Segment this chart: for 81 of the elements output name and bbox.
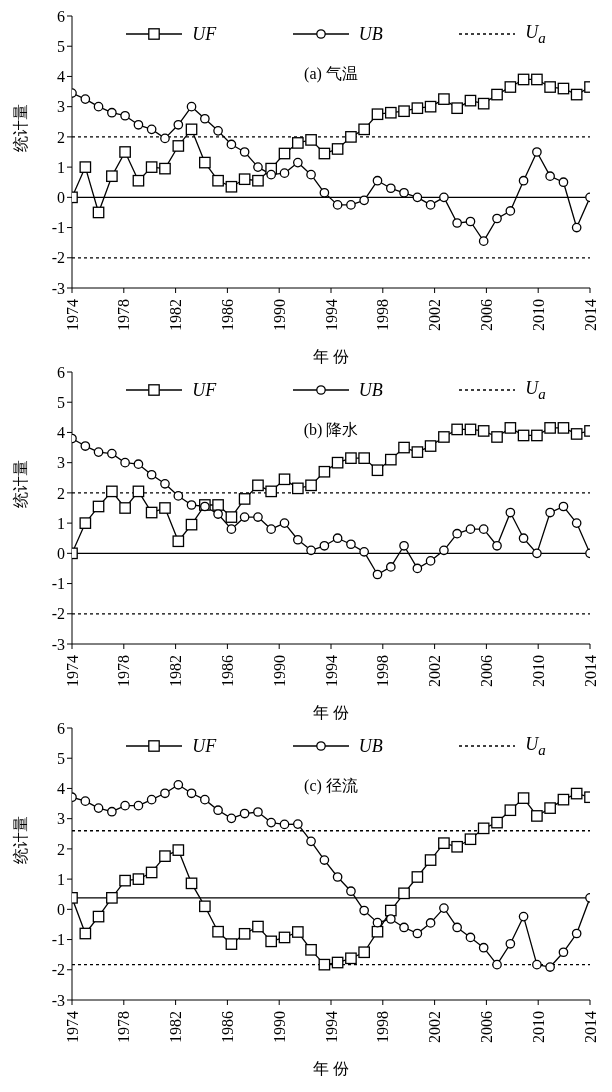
- x-tick-label: 2014: [581, 299, 599, 331]
- legend-label: UB: [358, 23, 383, 45]
- text: (a) 气温: [303, 64, 359, 85]
- legend-label: UB: [358, 735, 383, 757]
- x-tick-label: 1974: [63, 1011, 81, 1043]
- x-tick-label: 2014: [581, 655, 599, 687]
- x-axis-title: 年 份: [313, 348, 349, 365]
- x-tick-label: 1982: [167, 655, 185, 687]
- x-tick-label: 1978: [115, 299, 133, 331]
- text: (b) 降水: [302, 420, 360, 441]
- y-tick-label: -2: [51, 961, 65, 979]
- x-tick-label: 1982: [167, 1011, 185, 1043]
- x-tick-label: 1998: [374, 655, 392, 687]
- y-tick-label: 1: [57, 870, 65, 888]
- y-tick-label: -3: [51, 635, 65, 653]
- y-tick-label: 5: [57, 37, 65, 55]
- y-tick-label: 4: [57, 780, 65, 798]
- y-tick-label: 1: [57, 158, 65, 176]
- x-axis-title: 年 份: [313, 704, 349, 721]
- y-tick-label: 2: [57, 128, 65, 146]
- x-tick-label: 1982: [167, 299, 185, 331]
- x-tick-label: 2010: [529, 655, 547, 687]
- y-tick-label: 0: [57, 901, 65, 919]
- y-tick-label: 2: [57, 484, 65, 502]
- y-tick-label: 3: [57, 810, 65, 828]
- y-tick-label: 3: [57, 454, 65, 472]
- x-tick-label: 2014: [581, 1011, 599, 1043]
- x-tick-label: 2002: [426, 299, 444, 331]
- y-tick-label: -3: [51, 279, 65, 297]
- x-tick-label: 2006: [477, 655, 495, 687]
- x-tick-label: 1994: [322, 299, 340, 331]
- x-tick-label: 2006: [477, 1011, 495, 1043]
- x-tick-label: 1994: [322, 655, 340, 687]
- y-tick-label: 6: [57, 7, 65, 25]
- y-axis-title: 统计量: [11, 816, 29, 864]
- x-tick-label: 1998: [374, 299, 392, 331]
- x-tick-label: 1978: [115, 655, 133, 687]
- y-tick-label: 4: [57, 424, 65, 442]
- y-tick-label: 1: [57, 514, 65, 532]
- x-tick-label: 1994: [322, 1011, 340, 1043]
- x-tick-label: 1990: [270, 1011, 288, 1043]
- y-tick-label: 2: [57, 840, 65, 858]
- y-tick-label: -3: [51, 991, 65, 1009]
- legend-label: U$_{a}$: [525, 734, 546, 759]
- x-tick-label: 1998: [374, 1011, 392, 1043]
- y-tick-label: -2: [51, 605, 65, 623]
- x-tick-label: 2010: [529, 1011, 547, 1043]
- x-tick-label: 2006: [477, 299, 495, 331]
- x-tick-label: 2002: [426, 655, 444, 687]
- text: (c) 径流: [303, 776, 359, 797]
- legend-label: UB: [358, 379, 383, 401]
- y-tick-label: -1: [51, 219, 65, 237]
- x-tick-label: 1986: [218, 655, 236, 687]
- y-tick-label: 6: [57, 719, 65, 737]
- y-axis-title: 统计量: [11, 460, 29, 508]
- x-tick-label: 1974: [63, 299, 81, 331]
- y-tick-label: -2: [51, 249, 65, 267]
- y-tick-label: -1: [51, 931, 65, 949]
- x-tick-label: 1978: [115, 1011, 133, 1043]
- y-tick-label: 5: [57, 393, 65, 411]
- legend-label: UF: [192, 379, 217, 401]
- y-tick-label: 4: [57, 68, 65, 86]
- x-axis-title: 年 份: [313, 1060, 349, 1077]
- y-tick-label: 5: [57, 749, 65, 767]
- y-tick-label: 0: [57, 189, 65, 207]
- y-axis-title: 统计量: [11, 104, 29, 152]
- x-tick-label: 2002: [426, 1011, 444, 1043]
- x-tick-label: 1990: [270, 655, 288, 687]
- x-tick-label: 1986: [218, 299, 236, 331]
- y-tick-label: 0: [57, 545, 65, 563]
- legend-label: U$_{a}$: [525, 378, 546, 403]
- legend-label: UF: [192, 23, 217, 45]
- legend-label: UF: [192, 735, 217, 757]
- x-tick-label: 1986: [218, 1011, 236, 1043]
- y-tick-label: 6: [57, 363, 65, 381]
- y-tick-label: 3: [57, 98, 65, 116]
- legend-label: U$_{a}$: [525, 22, 546, 47]
- x-tick-label: 1974: [63, 655, 81, 687]
- x-tick-label: 2010: [529, 299, 547, 331]
- x-tick-label: 1990: [270, 299, 288, 331]
- y-tick-label: -1: [51, 575, 65, 593]
